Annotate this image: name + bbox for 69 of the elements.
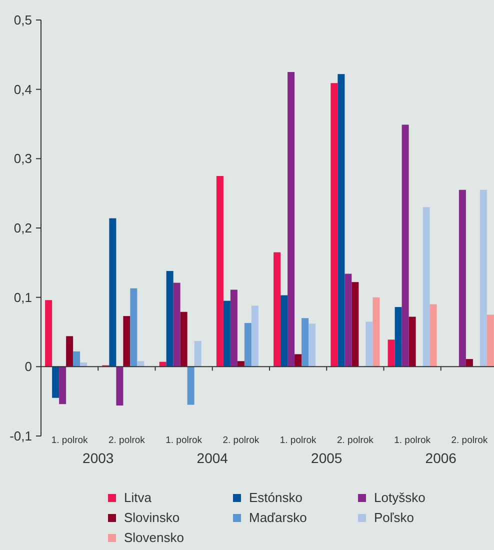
bar (194, 341, 202, 367)
bar (466, 359, 473, 367)
bar (223, 300, 230, 367)
bar (73, 351, 80, 367)
bar (45, 300, 52, 367)
bar (166, 270, 174, 367)
bar (288, 72, 295, 367)
bar (187, 366, 194, 405)
bar (109, 218, 116, 367)
bar (402, 124, 409, 367)
legend-label: Maďarsko (249, 510, 307, 525)
x-tick-label: 2. polrok (222, 435, 260, 446)
x-tick-label: 2. polrok (336, 435, 374, 446)
bar (66, 336, 74, 367)
x-tick-label: 1. polrok (51, 435, 88, 446)
bar (230, 290, 238, 367)
bar (352, 282, 359, 367)
bar (422, 207, 430, 367)
bar (338, 74, 345, 367)
x-tick-label: 2. polrok (451, 435, 488, 446)
legend-label: Slovinsko (124, 510, 180, 525)
text: 2005 (311, 450, 342, 466)
x-tick-label: 1. polrok (280, 435, 317, 446)
legend-label: Litva (124, 490, 152, 505)
bar (244, 322, 252, 367)
legend-label: Lotyšsko (374, 490, 426, 505)
y-tick-label: 0,3 (14, 151, 32, 166)
text: 2006 (425, 450, 457, 466)
legend-label: Estónsko (249, 490, 302, 505)
bar (486, 314, 494, 367)
text: 2003 (82, 450, 114, 466)
y-tick-label: 0 (24, 359, 32, 374)
bar (308, 324, 316, 367)
bar (394, 307, 402, 367)
bar (216, 176, 224, 367)
x-tick-label: 1. polrok (166, 435, 202, 446)
bar (458, 190, 466, 367)
legend-label: Poľsko (374, 510, 414, 525)
bar (388, 340, 395, 367)
bar (344, 274, 352, 367)
bar (173, 282, 180, 367)
bar (180, 312, 188, 367)
legend-label: Slovensko (124, 530, 184, 545)
bar (274, 252, 281, 367)
bar (52, 366, 60, 398)
x-tick-label: 1. polrok (394, 435, 431, 446)
y-tick-label: 0,5 (14, 12, 32, 28)
bar (408, 316, 416, 367)
bar (59, 366, 66, 404)
bar (280, 295, 288, 367)
bar (330, 83, 338, 367)
bar (130, 288, 138, 367)
bar (372, 297, 380, 367)
bar (294, 354, 302, 367)
bar (251, 306, 258, 367)
bar (237, 361, 244, 367)
bar (366, 322, 373, 367)
bar (137, 361, 144, 367)
bar (302, 318, 309, 367)
y-tick-label: 0,1 (14, 290, 32, 305)
y-tick-label: -0,1 (10, 428, 32, 444)
bar (123, 316, 130, 367)
bar (430, 304, 437, 367)
y-tick-label: 0,2 (14, 220, 32, 236)
y-tick-label: 0,4 (14, 82, 32, 97)
bar (480, 190, 487, 367)
bar (116, 366, 124, 406)
x-tick-label: 2. polrok (108, 435, 146, 446)
text: 2004 (196, 450, 228, 466)
